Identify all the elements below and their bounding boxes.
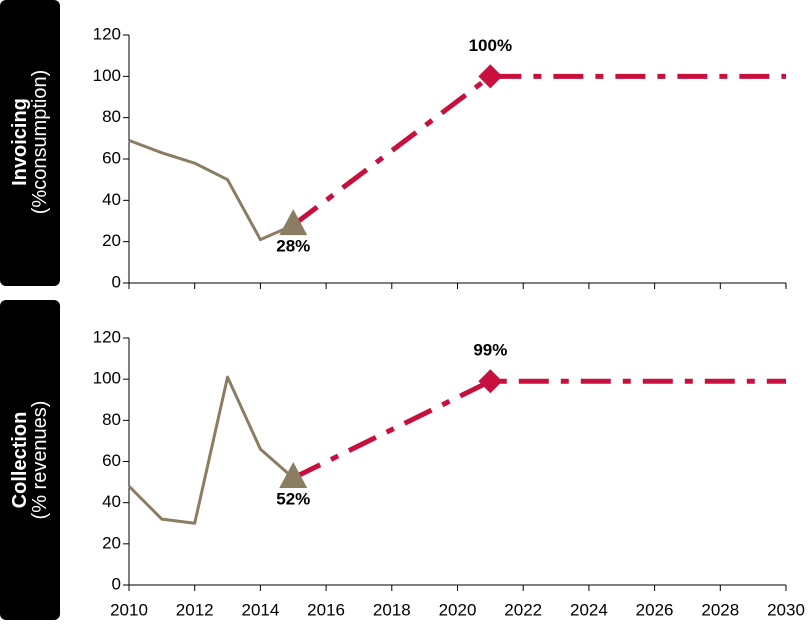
data-label: 100% bbox=[469, 36, 512, 55]
line-series bbox=[291, 73, 786, 228]
y-axis-title: Collection bbox=[9, 412, 31, 509]
label-panel bbox=[0, 300, 60, 620]
x-tick-label: 2028 bbox=[701, 600, 739, 619]
y-axis-label: Collection(% revenues) bbox=[9, 401, 51, 520]
diamond-marker bbox=[478, 64, 503, 89]
line-series bbox=[292, 378, 786, 481]
data-label: 52% bbox=[276, 489, 310, 508]
diamond-marker bbox=[478, 369, 503, 394]
x-tick-label: 2030 bbox=[767, 600, 805, 619]
y-tick-label: 0 bbox=[112, 272, 121, 291]
x-tick-label: 2010 bbox=[110, 600, 148, 619]
y-tick-label: 40 bbox=[102, 190, 121, 209]
line-series bbox=[128, 138, 294, 242]
line-series bbox=[127, 375, 295, 525]
y-tick-label: 120 bbox=[93, 24, 121, 43]
y-axis-subtitle: (%consumption) bbox=[29, 70, 51, 215]
y-tick-label: 60 bbox=[102, 148, 121, 167]
x-tick-label: 2022 bbox=[504, 600, 542, 619]
x-tick-label: 2020 bbox=[439, 600, 477, 619]
data-label: 99% bbox=[473, 341, 507, 360]
y-axis-subtitle: (% revenues) bbox=[29, 401, 51, 520]
x-tick-label: 2014 bbox=[241, 600, 279, 619]
y-tick-label: 60 bbox=[102, 451, 121, 470]
x-tick-label: 2024 bbox=[570, 600, 608, 619]
y-tick-label: 80 bbox=[102, 410, 121, 429]
triangle-marker bbox=[279, 461, 308, 488]
y-tick-label: 120 bbox=[93, 327, 121, 346]
y-tick-label: 100 bbox=[93, 369, 121, 388]
x-tick-label: 2026 bbox=[636, 600, 674, 619]
y-tick-label: 100 bbox=[93, 66, 121, 85]
y-axis-title: Invoicing bbox=[9, 98, 31, 186]
label-panel bbox=[0, 0, 60, 286]
y-tick-label: 20 bbox=[102, 231, 121, 250]
y-tick-label: 20 bbox=[102, 533, 121, 552]
triangle-marker bbox=[279, 209, 308, 236]
x-tick-label: 2012 bbox=[176, 600, 214, 619]
data-label: 28% bbox=[276, 237, 310, 256]
x-tick-label: 2018 bbox=[373, 600, 411, 619]
y-tick-label: 80 bbox=[102, 107, 121, 126]
y-tick-label: 40 bbox=[102, 492, 121, 511]
y-axis-label: Invoicing(%consumption) bbox=[9, 70, 51, 215]
y-tick-label: 0 bbox=[112, 574, 121, 593]
x-tick-label: 2016 bbox=[307, 600, 345, 619]
